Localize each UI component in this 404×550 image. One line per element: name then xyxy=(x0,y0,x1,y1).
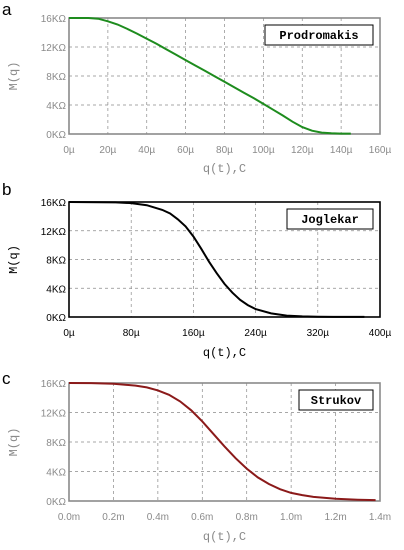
y-axis-label: M(q) xyxy=(7,428,21,457)
x-tick-label: 0.2m xyxy=(102,512,124,523)
x-tick-label: 80µ xyxy=(123,328,140,339)
x-tick-label: 160µ xyxy=(182,328,205,339)
x-tick-label: 120µ xyxy=(291,145,314,156)
x-tick-label: 20µ xyxy=(99,145,116,156)
legend-box xyxy=(298,389,374,411)
y-tick-label: 0KΩ xyxy=(46,313,66,324)
y-tick-label: 12KΩ xyxy=(41,43,67,54)
x-tick-label: 0.8m xyxy=(236,512,258,523)
x-tick-label: 320µ xyxy=(307,328,330,339)
y-tick-label: 12KΩ xyxy=(41,409,67,420)
series-line xyxy=(69,17,351,135)
y-axis-label: M(q) xyxy=(7,62,21,91)
x-axis-label: q(t),C xyxy=(203,346,246,360)
y-tick-label: 4KΩ xyxy=(46,468,66,479)
x-axis-label: q(t),C xyxy=(203,162,246,176)
y-tick-label: 16KΩ xyxy=(41,198,67,209)
x-tick-label: 1.2m xyxy=(324,512,346,523)
y-tick-label: 8KΩ xyxy=(46,438,66,449)
x-tick-label: 60µ xyxy=(177,145,194,156)
chart-panel-a: a 0µ 20µ 40µ 60µ 80µ 100µ 120µ 140µ 160µ 0KΩ 4KΩ 8KΩ… xyxy=(2,0,391,176)
x-tick-label: 1.4m xyxy=(369,512,391,523)
series-line xyxy=(68,201,365,318)
chart-panel-c: c 0.0m 0.2m 0.4m 0.6m 0.8m 1.0m 1.2m 1.4m 0KΩ 4KΩ 8… xyxy=(2,369,391,544)
panel-letter: b xyxy=(2,180,11,199)
x-tick-label: 0.4m xyxy=(147,512,169,523)
chart-panel-b: b 0µ 80µ 160µ 240µ 320µ 400µ 0KΩ 4KΩ 8KΩ 12KΩ 16KΩ q… xyxy=(2,180,391,360)
legend-entry: Joglekar xyxy=(301,213,359,227)
y-tick-label: 12KΩ xyxy=(41,227,67,238)
y-tick-label: 8KΩ xyxy=(46,256,66,267)
x-tick-label: 40µ xyxy=(138,145,155,156)
x-tick-label: 240µ xyxy=(244,328,267,339)
plot-frame xyxy=(68,17,381,135)
panel-letter: a xyxy=(2,0,12,19)
legend-entry: Prodromakis xyxy=(279,29,358,43)
x-tick-label: 1.0m xyxy=(280,512,302,523)
y-tick-label: 0KΩ xyxy=(46,497,66,508)
x-tick-label: 0µ xyxy=(63,328,75,339)
x-tick-label: 0.0m xyxy=(58,512,80,523)
series-line xyxy=(68,382,376,502)
x-tick-label: 160µ xyxy=(369,145,392,156)
x-tick-label: 0.6m xyxy=(191,512,213,523)
y-tick-label: 0KΩ xyxy=(46,130,66,141)
plot-frame xyxy=(68,201,381,318)
x-tick-label: 80µ xyxy=(216,145,233,156)
legend-box xyxy=(264,24,374,46)
y-axis-label: M(q) xyxy=(7,245,21,274)
legend-box xyxy=(286,208,374,230)
panel-letter: c xyxy=(2,369,11,388)
x-tick-label: 100µ xyxy=(252,145,275,156)
y-tick-label: 4KΩ xyxy=(46,284,66,295)
y-tick-label: 4KΩ xyxy=(46,101,66,112)
y-tick-label: 8KΩ xyxy=(46,72,66,83)
legend-entry: Strukov xyxy=(311,394,361,408)
x-tick-label: 140µ xyxy=(330,145,353,156)
y-tick-label: 16KΩ xyxy=(41,379,67,390)
x-tick-label: 0µ xyxy=(63,145,75,156)
plot-frame xyxy=(68,382,381,502)
x-tick-label: 400µ xyxy=(369,328,392,339)
y-tick-label: 16KΩ xyxy=(41,14,67,25)
x-axis-label: q(t),C xyxy=(203,530,246,544)
